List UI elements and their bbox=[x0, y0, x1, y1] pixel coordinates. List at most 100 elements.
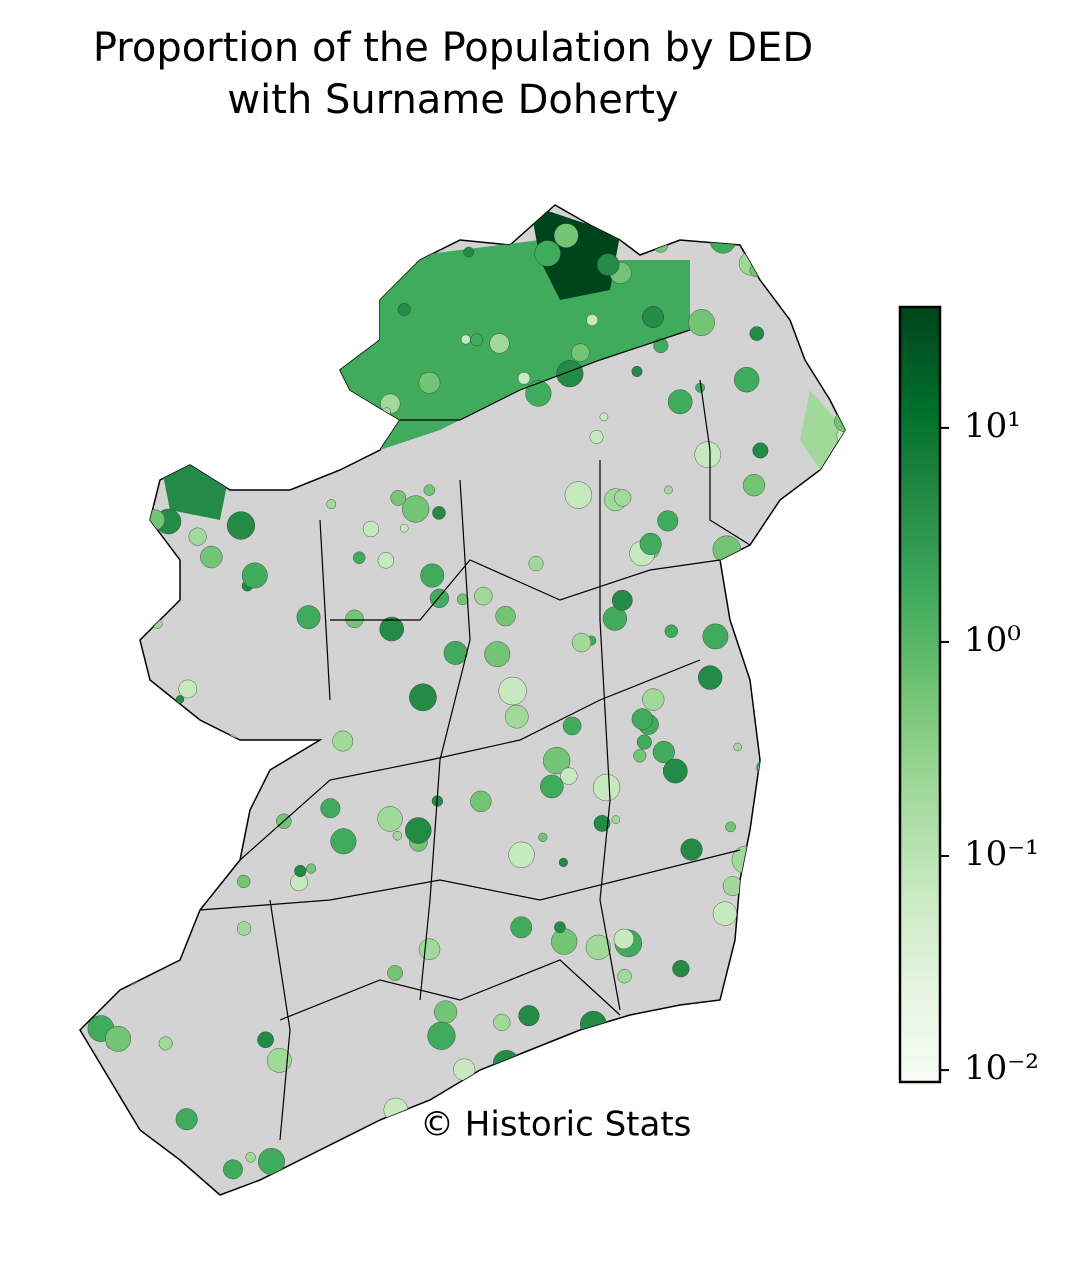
ded-patch bbox=[540, 774, 564, 799]
ded-patch bbox=[770, 578, 787, 595]
ded-patch bbox=[664, 485, 673, 495]
ded-patch bbox=[780, 226, 808, 254]
ded-patch bbox=[82, 1115, 98, 1130]
ded-patch bbox=[212, 289, 227, 304]
ded-patch bbox=[785, 1005, 797, 1017]
ded-patch bbox=[165, 812, 189, 837]
ded-patch bbox=[178, 302, 188, 313]
ded-patch bbox=[592, 773, 621, 802]
ded-patch bbox=[534, 240, 561, 267]
ded-patch bbox=[257, 1031, 274, 1049]
ded-patch bbox=[525, 380, 552, 407]
ded-patch bbox=[456, 593, 469, 606]
ded-patch bbox=[200, 545, 223, 569]
ded-patch bbox=[427, 1021, 456, 1050]
ded-patch bbox=[495, 606, 516, 627]
ded-patch bbox=[118, 814, 131, 828]
ded-patch bbox=[554, 921, 566, 934]
ded-patch bbox=[797, 891, 809, 904]
ded-patch bbox=[231, 448, 250, 466]
ded-patch bbox=[830, 680, 845, 695]
ded-patch bbox=[116, 441, 129, 454]
ded-patch bbox=[145, 321, 157, 332]
attribution: © Historic Stats bbox=[420, 1105, 691, 1145]
ded-patch bbox=[657, 510, 679, 532]
ded-patch bbox=[489, 333, 510, 354]
ded-patch bbox=[463, 246, 474, 258]
ded-patch bbox=[772, 265, 789, 282]
ded-patch bbox=[266, 1048, 292, 1073]
ded-patch bbox=[571, 343, 590, 362]
ded-patch bbox=[596, 253, 620, 276]
ded-patch bbox=[766, 655, 792, 682]
ded-patch bbox=[749, 1079, 776, 1106]
county-border bbox=[199, 849, 741, 911]
ded-patch bbox=[145, 306, 163, 324]
ded-patch bbox=[688, 1074, 700, 1086]
colorbar-tick-label: 10⁻² bbox=[964, 1048, 1039, 1088]
ded-patch bbox=[294, 864, 307, 878]
colorbar-tick-label: 10¹ bbox=[964, 406, 1021, 446]
ded-patch bbox=[235, 441, 260, 466]
ded-patch bbox=[170, 381, 184, 395]
ded-patch bbox=[418, 371, 441, 394]
ded-patch bbox=[96, 764, 106, 773]
ded-patch bbox=[237, 874, 251, 889]
ded-patch bbox=[810, 994, 833, 1016]
ded-patch bbox=[383, 1097, 408, 1123]
ded-patch bbox=[543, 747, 571, 775]
ded-patch bbox=[286, 432, 299, 445]
ded-patch bbox=[780, 884, 803, 906]
ded-patch bbox=[258, 1148, 285, 1175]
ded-patch bbox=[775, 1102, 792, 1119]
ded-patch bbox=[808, 861, 832, 885]
ded-patch bbox=[377, 806, 403, 832]
ded-patch bbox=[143, 612, 155, 625]
ded-patch bbox=[399, 523, 409, 533]
ded-patch bbox=[792, 597, 816, 621]
ded-patch bbox=[752, 442, 769, 459]
ded-patch bbox=[326, 499, 337, 510]
ded-patch bbox=[564, 481, 593, 509]
ded-patch bbox=[791, 1058, 819, 1087]
ded-patch bbox=[188, 527, 207, 546]
ded-patch bbox=[474, 586, 493, 606]
ded-patch bbox=[443, 641, 468, 665]
ded-patch bbox=[810, 270, 821, 281]
ded-patch bbox=[733, 742, 742, 752]
ded-patch bbox=[613, 928, 635, 950]
ded-patch bbox=[642, 688, 665, 711]
ded-patch bbox=[434, 1000, 458, 1024]
ded-patch bbox=[694, 441, 722, 468]
ded-patch bbox=[653, 337, 669, 354]
ded-patch bbox=[518, 1005, 540, 1027]
inishowen-region bbox=[530, 205, 620, 300]
ded-patch bbox=[631, 366, 643, 377]
ded-patch bbox=[241, 562, 268, 589]
ded-patch bbox=[702, 1103, 729, 1131]
ded-patch bbox=[231, 240, 250, 259]
ded-patch bbox=[176, 880, 203, 908]
ded-patch bbox=[639, 1075, 650, 1086]
ded-patch bbox=[354, 290, 370, 306]
ded-patch bbox=[178, 679, 198, 699]
ded-patch bbox=[92, 426, 102, 437]
ded-patch bbox=[345, 609, 364, 629]
ded-patch bbox=[805, 746, 826, 767]
county-border bbox=[330, 559, 721, 621]
ded-patch bbox=[557, 1061, 585, 1089]
ards-region bbox=[800, 390, 845, 470]
ded-patch bbox=[639, 532, 662, 555]
ded-patch bbox=[589, 430, 604, 444]
ded-patch bbox=[433, 1176, 452, 1194]
ded-patch bbox=[664, 624, 678, 638]
ded-patch bbox=[585, 934, 611, 960]
ded-patch bbox=[267, 374, 284, 391]
ded-patch bbox=[173, 429, 189, 445]
ded-patch bbox=[495, 1068, 522, 1095]
ded-patch bbox=[387, 965, 403, 981]
ded-patch bbox=[152, 618, 163, 629]
ded-patch bbox=[158, 1036, 173, 1051]
colorbar-tick-label: 10⁰ bbox=[964, 620, 1021, 660]
